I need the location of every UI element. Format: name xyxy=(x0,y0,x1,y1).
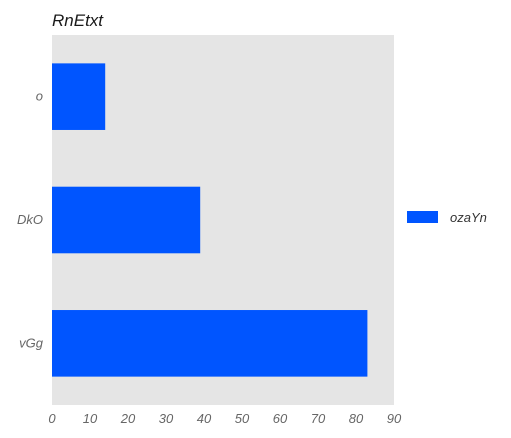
bar-o xyxy=(52,63,106,130)
legend: ozaYn xyxy=(407,210,487,225)
bars-group xyxy=(52,63,368,377)
x-tick-label: 20 xyxy=(120,411,136,426)
y-axis-ticks: o DkO vGg xyxy=(17,89,44,351)
legend-swatch xyxy=(407,211,438,223)
x-tick-label: 30 xyxy=(159,411,174,426)
legend-label: ozaYn xyxy=(450,210,487,225)
y-tick-label: DkO xyxy=(17,212,43,227)
bar-DkO xyxy=(52,186,201,254)
x-tick-label: 80 xyxy=(349,411,364,426)
x-tick-label: 40 xyxy=(197,411,212,426)
x-tick-label: 0 xyxy=(48,411,56,426)
bar-vGg xyxy=(52,310,368,377)
x-tick-label: 10 xyxy=(83,411,98,426)
x-axis-ticks: 0 10 20 30 40 50 60 70 80 90 xyxy=(48,411,402,426)
x-tick-label: 60 xyxy=(273,411,288,426)
chart-title: RnEtxt xyxy=(52,11,104,30)
x-tick-label: 50 xyxy=(235,411,250,426)
x-tick-label: 70 xyxy=(311,411,326,426)
y-tick-label: vGg xyxy=(19,335,44,350)
x-tick-label: 90 xyxy=(387,411,402,426)
y-tick-label: o xyxy=(36,89,43,104)
